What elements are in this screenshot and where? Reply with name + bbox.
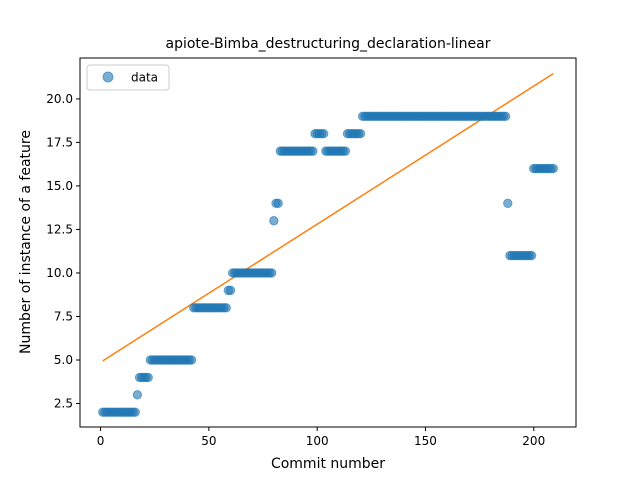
plot-frame: [79, 57, 577, 428]
fit-layer: [102, 73, 554, 362]
x-tick-label: 100: [306, 434, 329, 448]
data-point: [318, 129, 329, 139]
data-point: [548, 163, 558, 174]
data-point: [526, 250, 537, 261]
data-point: [266, 268, 277, 278]
x-tick-label: 0: [97, 434, 105, 448]
x-axis: 0 50 100 150 200: [97, 427, 545, 448]
data-point: [308, 146, 318, 156]
legend-box: [86, 64, 170, 91]
y-axis-label: Number of instance of a feature: [18, 130, 34, 354]
data-point: [130, 407, 140, 417]
x-tick-label: 150: [414, 434, 437, 448]
legend: data: [86, 64, 170, 91]
x-tick-label: 50: [201, 434, 216, 448]
y-tick-label: 5.0: [54, 353, 73, 367]
data-point: [273, 198, 283, 209]
data-point: [269, 216, 279, 226]
y-tick-label: 20.0: [46, 92, 73, 106]
y-tick-label: 12.5: [46, 222, 73, 236]
x-tick-label: 200: [522, 434, 545, 448]
legend-marker-data: [102, 71, 114, 83]
data-point: [225, 285, 236, 296]
data-point: [186, 355, 197, 365]
y-tick-label: 15.0: [46, 179, 73, 193]
y-tick-label: 7.5: [54, 309, 73, 323]
y-tick-label: 17.5: [46, 135, 73, 149]
data-points: [98, 111, 558, 417]
data-point: [355, 129, 366, 139]
y-tick-label: 10.0: [46, 266, 73, 280]
data-point: [500, 111, 511, 122]
data-point: [143, 372, 153, 383]
y-tick-label: 2.5: [54, 397, 73, 411]
data-point: [503, 198, 513, 209]
y-axis: 2.5 5.0 7.5 10.0 12.5 15.0 17.5 20.0: [46, 92, 80, 411]
data-point: [221, 303, 231, 313]
legend-label-data: data: [131, 71, 158, 85]
plot-area: [79, 57, 577, 428]
x-axis-label: Commit number: [271, 456, 385, 472]
chart-title: apiote-Bimba_destructuring_declaration-l…: [165, 36, 490, 52]
data-point: [132, 390, 143, 400]
fit-line: [102, 73, 554, 362]
data-point: [340, 146, 351, 156]
